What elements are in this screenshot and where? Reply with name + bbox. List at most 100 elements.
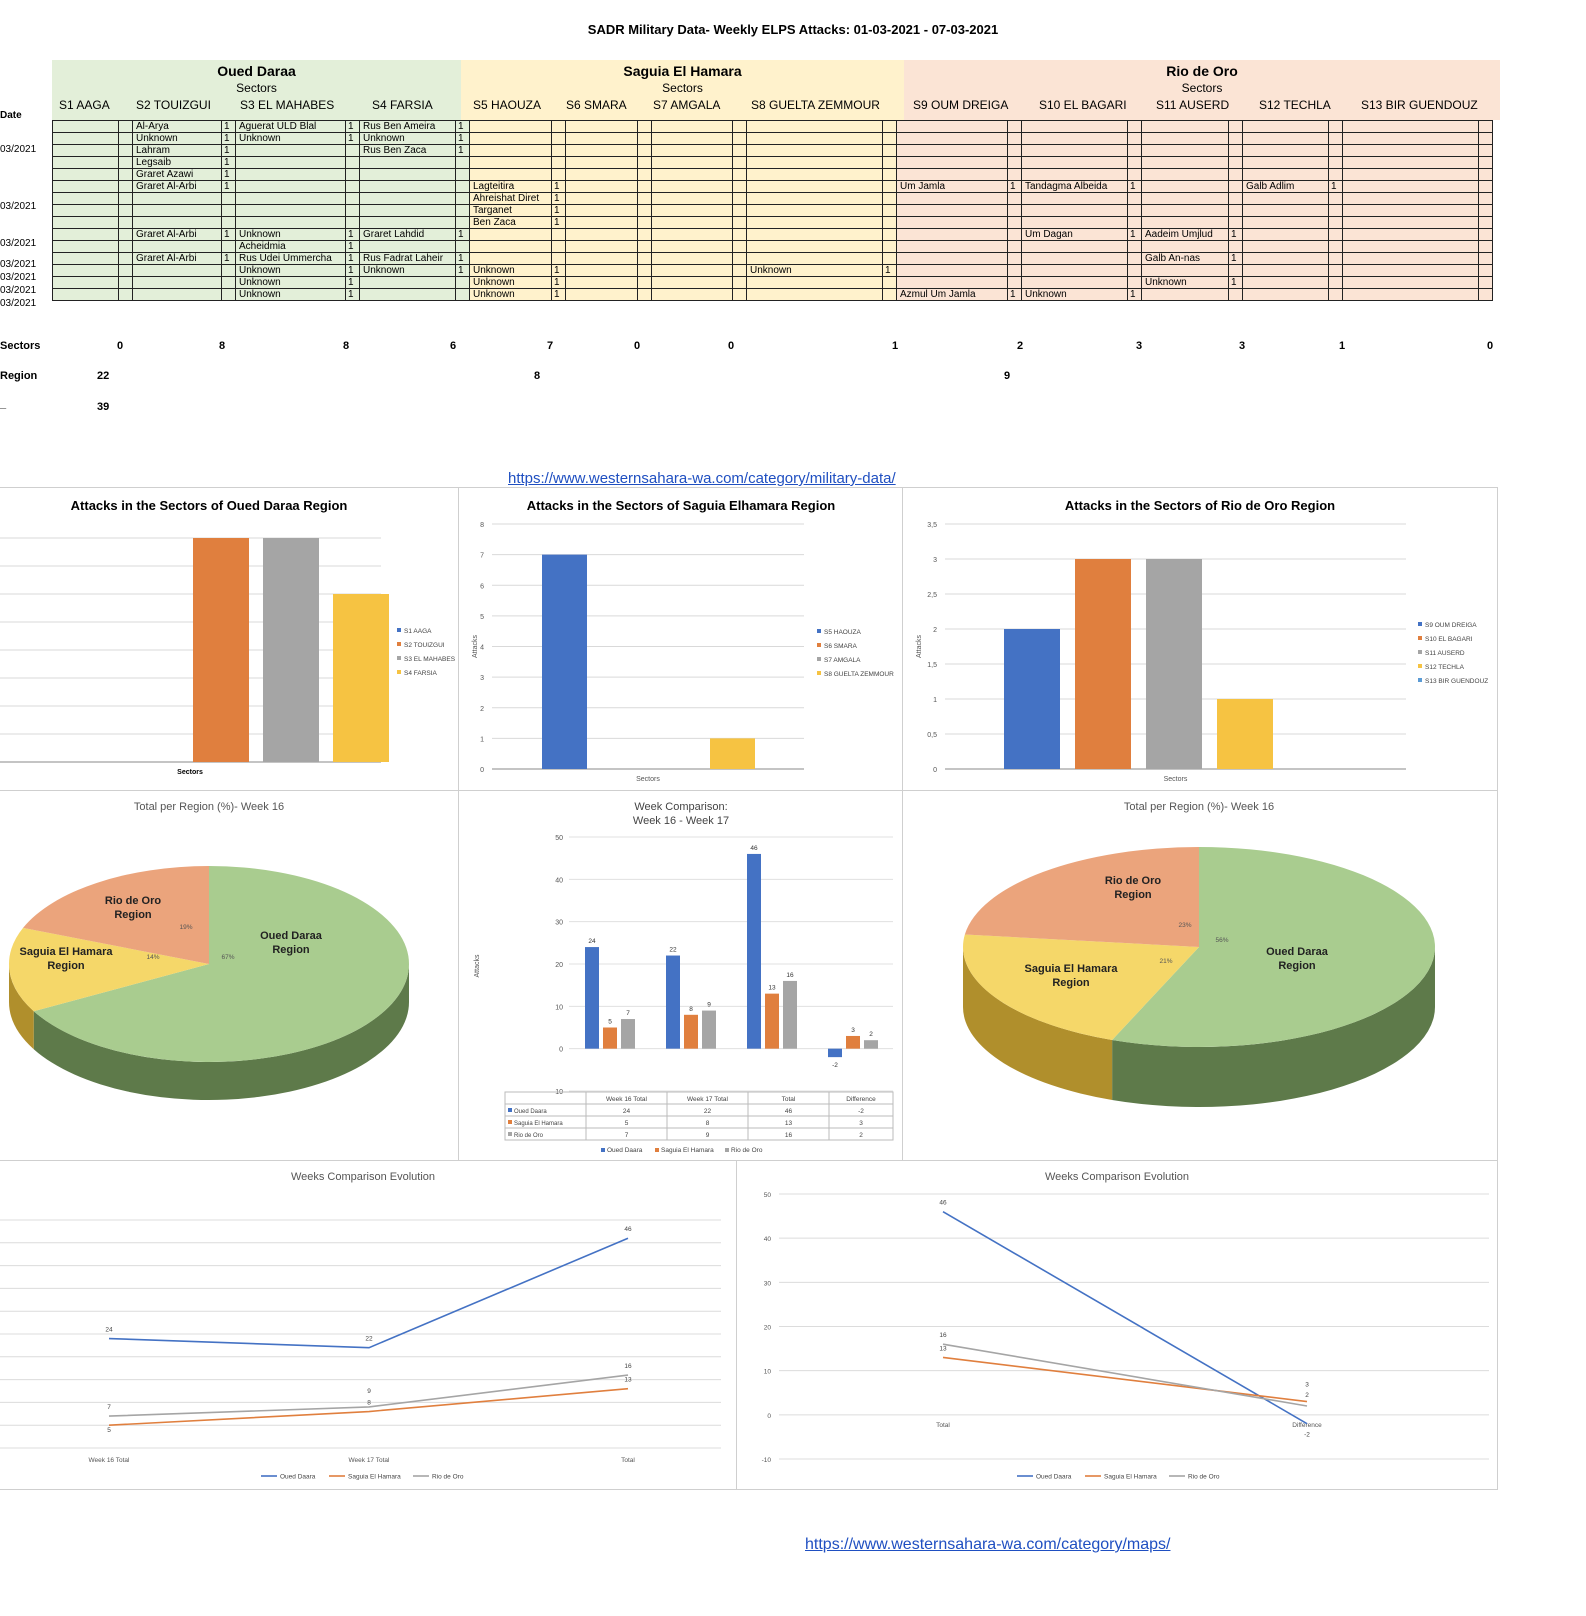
sector-total: 3 — [1239, 340, 1246, 352]
count-cell — [1007, 228, 1022, 241]
count-cell: 1 — [221, 180, 236, 193]
location-cell — [1242, 240, 1329, 253]
count-cell — [637, 168, 652, 181]
bar — [747, 853, 761, 1049]
location-cell: Unknown — [1141, 276, 1229, 289]
data-label: 3 — [1305, 1382, 1309, 1389]
legend-swatch — [397, 628, 401, 632]
count-cell: 1 — [345, 228, 360, 241]
count-cell — [455, 216, 470, 229]
count-cell: 1 — [221, 144, 236, 157]
location-cell — [1242, 264, 1329, 277]
data-table-value: 13 — [785, 1120, 793, 1127]
count-cell — [118, 120, 133, 133]
location-cell — [651, 276, 733, 289]
maps-link[interactable]: https://www.westernsahara-wa.com/categor… — [805, 1536, 1171, 1553]
location-cell — [746, 276, 883, 289]
location-cell — [52, 192, 119, 205]
region-total-rio: 9 — [1004, 370, 1011, 382]
legend-label: Oued Daara — [1036, 1474, 1072, 1481]
location-cell — [1141, 144, 1229, 157]
chart-weeks-evolution-b: Weeks Comparison Evolution -10 0 10 20 30 40 50… — [762, 1171, 1489, 1481]
count-cell: 1 — [345, 252, 360, 265]
count-cell — [1228, 204, 1243, 217]
count-cell: 1 — [551, 276, 566, 289]
total-label: _ — [0, 398, 7, 410]
pie-label-line: Oued Daraa — [1266, 946, 1329, 958]
count-cell — [882, 180, 897, 193]
y-tick-label: 10 — [555, 1004, 563, 1011]
bar — [1075, 559, 1131, 769]
count-cell — [1228, 192, 1243, 205]
sector-header: S10 EL BAGARI — [1039, 98, 1127, 112]
count-cell — [1007, 216, 1022, 229]
sector-total: 1 — [892, 340, 899, 352]
count-cell — [455, 204, 470, 217]
count-cell — [118, 168, 133, 181]
location-cell — [1141, 132, 1229, 145]
count-cell — [732, 192, 747, 205]
chart-title: Attacks in the Sectors of Oued Daraa Reg… — [71, 498, 348, 513]
location-cell — [1021, 264, 1128, 277]
pie-label: Rio de Oro Region — [1105, 875, 1162, 901]
table-row: Graret Azawi 1 — [52, 168, 1493, 181]
table-row: Targanet 1 — [52, 204, 1493, 217]
chart-oued-daraa-sectors: Attacks in the Sectors of Oued Daraa Reg… — [0, 498, 456, 776]
count-cell — [551, 228, 566, 241]
location-cell: Unknown — [235, 132, 346, 145]
data-table-series: Oued Daara — [514, 1109, 547, 1115]
date-cell: 03/2021 — [0, 285, 37, 296]
count-cell — [1478, 120, 1493, 133]
y-tick-label: 0,5 — [927, 732, 937, 739]
count-cell — [1478, 132, 1493, 145]
y-tick-label: 2 — [933, 627, 937, 634]
count-cell — [637, 228, 652, 241]
pie-label-line: Region — [114, 909, 152, 921]
count-cell: 1 — [551, 180, 566, 193]
count-cell — [345, 156, 360, 169]
pie-label: Oued Daraa Region — [1266, 946, 1329, 972]
location-cell: Unknown — [359, 264, 456, 277]
location-cell — [746, 204, 883, 217]
count-cell: 1 — [221, 252, 236, 265]
bar — [585, 947, 599, 1049]
bar — [864, 1040, 878, 1049]
location-cell: Tandagma Albeida — [1021, 180, 1128, 193]
count-cell: 1 — [1328, 180, 1343, 193]
location-cell — [132, 264, 222, 277]
location-cell — [1141, 120, 1229, 133]
location-cell — [52, 168, 119, 181]
location-cell: Targanet — [469, 204, 552, 217]
military-data-link[interactable]: https://www.westernsahara-wa.com/categor… — [508, 470, 896, 487]
y-tick-label: 5 — [480, 614, 484, 621]
legend-label: S5 HAOUZA — [824, 629, 862, 636]
pie-label-line: Region — [272, 944, 310, 956]
location-cell — [1342, 264, 1479, 277]
region-summary-label: Region — [0, 370, 38, 382]
location-cell — [1242, 288, 1329, 301]
location-cell — [1342, 180, 1479, 193]
sector-total: 6 — [450, 340, 457, 352]
count-cell: 1 — [221, 132, 236, 145]
x-axis-label: Sectors — [177, 769, 203, 776]
count-cell: 1 — [1007, 288, 1022, 301]
location-cell: Lagteitira — [469, 180, 552, 193]
y-tick-label: 2,5 — [927, 592, 937, 599]
location-cell — [359, 216, 456, 229]
bar — [621, 1019, 635, 1049]
location-cell — [896, 192, 1008, 205]
pie-label-line: Region — [1114, 889, 1152, 901]
location-cell — [896, 216, 1008, 229]
sector-header: S12 TECHLA — [1259, 98, 1331, 112]
grand-total: 39 — [97, 401, 110, 413]
location-cell — [896, 204, 1008, 217]
location-cell — [1242, 228, 1329, 241]
location-cell — [896, 276, 1008, 289]
count-cell — [1328, 192, 1343, 205]
location-cell — [1021, 120, 1128, 133]
x-axis-label: Sectors — [1164, 776, 1188, 783]
count-cell: 1 — [455, 228, 470, 241]
location-cell: Aadeim Umjlud — [1141, 228, 1229, 241]
count-cell — [1127, 264, 1142, 277]
count-cell — [637, 204, 652, 217]
